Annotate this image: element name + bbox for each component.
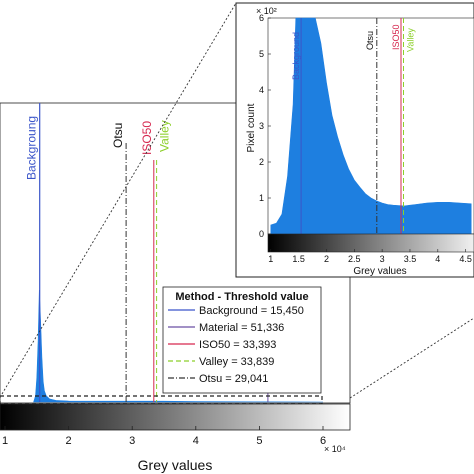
- main-x-tick-label: 2: [66, 435, 72, 447]
- inset-y-ticks: 0 1 2 3 4 5 6: [259, 13, 271, 239]
- main-x-exponent: × 10⁴: [324, 444, 346, 454]
- inset-x-tick-label: 1: [268, 254, 273, 264]
- inset-y-tick-label: 0: [259, 229, 264, 239]
- inset-label-background: Background: [291, 32, 301, 80]
- inset-y-exponent: × 10²: [256, 6, 277, 16]
- main-histogram-series: [33, 289, 324, 403]
- legend-entry-label: Otsu = 29,041: [199, 373, 268, 385]
- inset-x-ticks: 1 1.5 2 2.5 3 3.5 4 4.5: [268, 249, 472, 264]
- inset-label-iso50: ISO50: [391, 24, 401, 50]
- inset-grey-colorbar: [267, 233, 474, 253]
- inset-x-tick-label: 3.5: [404, 254, 417, 264]
- inset-y-tick-label: 2: [259, 157, 264, 167]
- inset-x-tick-label: 4: [435, 254, 440, 264]
- inset-y-tick-label: 4: [259, 85, 264, 95]
- inset-label-otsu: Otsu: [365, 31, 375, 50]
- inset-y-tick-label: 6: [259, 13, 264, 23]
- inset-x-tick-label: 3: [380, 254, 385, 264]
- main-x-axis-label: Grey values: [138, 457, 213, 473]
- inset-x-tick-label: 2: [324, 254, 329, 264]
- main-label-otsu: Otsu: [111, 123, 125, 148]
- legend-entry-label: Material = 51,336: [199, 322, 284, 334]
- main-x-ticks: 1 2 3 4 5 6: [2, 426, 326, 447]
- main-x-tick-label: 1: [2, 435, 8, 447]
- main-x-tick-label: 4: [193, 435, 199, 447]
- inset-histogram-series: [270, 17, 472, 235]
- zoom-connector-right: [349, 317, 474, 399]
- inset-y-tick-label: 1: [259, 193, 264, 203]
- inset-x-tick-label: 2.5: [348, 254, 361, 264]
- inset-y-tick-label: 3: [259, 121, 264, 131]
- legend-title: Method - Threshold value: [175, 291, 308, 303]
- main-histogram: [33, 289, 324, 403]
- inset-chart: Background Otsu ISO50 Valley 0 1 2 3 4 5 6 1 1.5 2 2…: [235, 2, 474, 278]
- legend-entry-label: ISO50 = 33,393: [199, 339, 276, 351]
- inset-threshold-lines: [300, 18, 404, 234]
- inset-x-tick-label: 1.5: [292, 254, 305, 264]
- main-x-tick-label: 3: [129, 435, 135, 447]
- inset-x-axis-label: Grey values: [353, 266, 406, 277]
- legend-entry-label: Valley = 33,839: [199, 356, 274, 368]
- legend-box: [162, 286, 322, 394]
- main-label-valley: Valley: [158, 120, 172, 152]
- main-x-tick-label: 5: [256, 435, 262, 447]
- main-label-iso50: ISO50: [140, 121, 154, 155]
- inset-threshold-labels: Background Otsu ISO50 Valley: [291, 24, 415, 80]
- inset-x-tick-label: 4.5: [459, 254, 472, 264]
- legend-entries: Background = 15,450 Material = 51,336 ISO5…: [168, 305, 304, 385]
- main-x-tick-label: 6: [320, 435, 326, 447]
- legend-entry-label: Background = 15,450: [199, 305, 304, 317]
- legend: Method - Threshold value Background = 15…: [162, 286, 322, 394]
- inset-y-tick-label: 5: [259, 49, 264, 59]
- main-grey-colorbar: [0, 403, 351, 431]
- inset-histogram: [270, 17, 472, 235]
- main-label-background: Backgroung: [25, 116, 39, 180]
- inset-y-axis-label: Pixel count: [246, 103, 257, 152]
- inset-label-valley: Valley: [406, 28, 416, 52]
- main-threshold-lines: [39, 103, 269, 402]
